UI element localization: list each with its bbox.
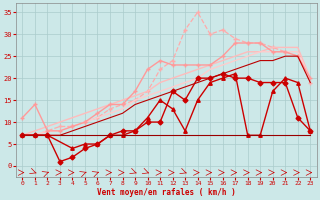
X-axis label: Vent moyen/en rafales ( km/h ): Vent moyen/en rafales ( km/h ) xyxy=(97,188,236,197)
